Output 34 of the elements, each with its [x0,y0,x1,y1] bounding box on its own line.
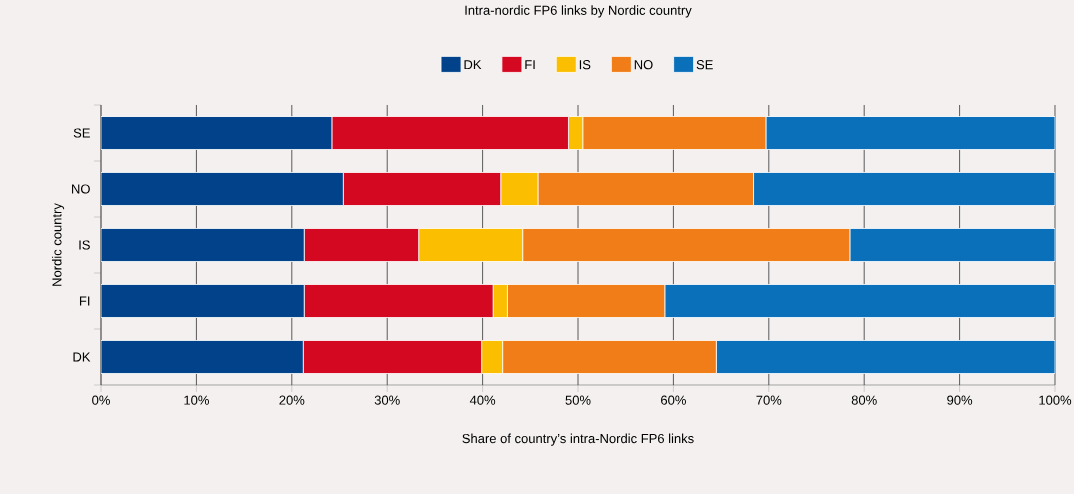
x-axis-title: Share of country’s intra-Nordic FP6 links [462,433,694,446]
x-tick-label: 90% [947,395,973,405]
x-tick-label: 10% [184,395,209,405]
bar [715,340,1055,374]
legend-label: DK [464,60,482,70]
bar [664,284,1055,318]
bar [753,172,1055,206]
bar [101,340,304,374]
x-tick-label: 20% [279,395,305,405]
x-tick-label: 50% [565,395,591,405]
y-tick-label: SE [73,128,90,138]
bar [101,284,305,318]
y-tick-label: DK [73,352,91,362]
legend-label: IS [579,60,591,70]
legend-label: SE [696,60,713,70]
x-tick-label: 40% [469,395,496,405]
bar [101,172,344,206]
x-tick-label: 80% [851,395,877,405]
bar [101,116,333,150]
legend-label: NO [634,60,653,70]
x-tick-label: 30% [374,395,400,405]
x-tick-label: 0% [92,395,110,405]
bar [101,228,305,262]
y-tick-label: IS [79,240,90,250]
legend-label: FI [525,60,535,70]
y-axis-title: Nordic country [51,203,65,286]
chart-title: Intra-nordic FP6 links by Nordic country [465,5,692,18]
x-tick-label: 100% [1039,395,1072,405]
bar [765,116,1055,150]
y-tick-label: NO [72,184,90,194]
x-tick-label: 70% [756,395,782,405]
y-tick-label: FI [79,296,90,306]
x-tick-label: 60% [661,395,686,405]
bar [849,228,1055,262]
